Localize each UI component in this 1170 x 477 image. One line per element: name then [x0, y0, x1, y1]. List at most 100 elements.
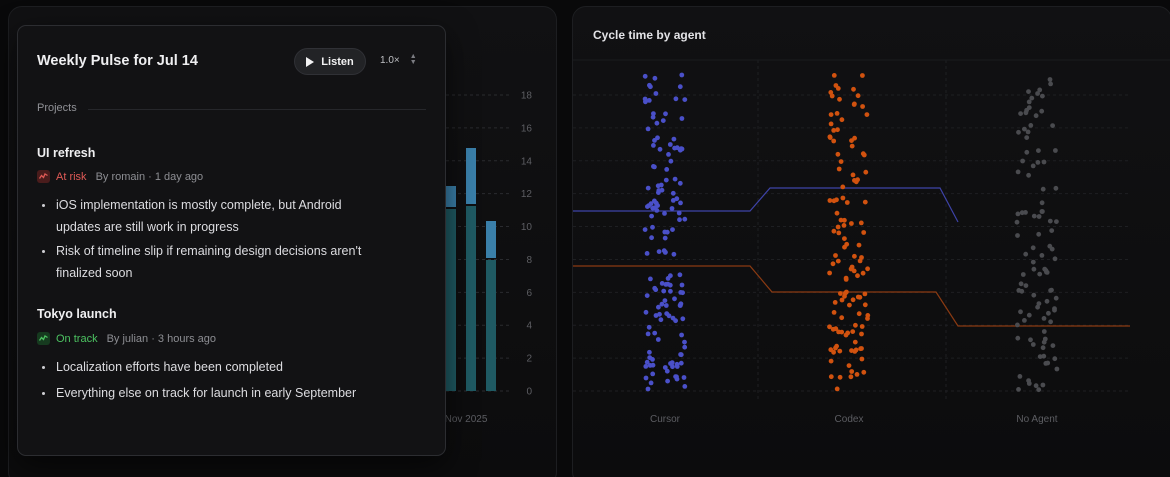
cursor-data-point [664, 167, 670, 172]
codex-data-point [833, 326, 839, 332]
no-agent-data-point [1022, 126, 1027, 132]
codex-data-point [839, 297, 845, 303]
cursor-data-point [674, 361, 680, 367]
cursor-data-point [643, 364, 649, 369]
bar-x-label: Nov 2025 [445, 414, 488, 425]
no-agent-data-point [1024, 149, 1030, 155]
codex-data-point [859, 331, 864, 337]
codex-data-point [834, 111, 840, 116]
no-agent-data-point [1026, 172, 1031, 178]
codex-data-point [842, 236, 847, 242]
cursor-data-point [678, 303, 683, 308]
cursor-data-point [663, 303, 669, 308]
no-agent-data-point [1016, 387, 1021, 392]
cursor-data-point [682, 97, 688, 102]
playback-speed-select[interactable]: 1.0× ▲ ▼ [380, 53, 417, 66]
cursor-data-point [682, 216, 688, 222]
projects-section-label: Projects [37, 102, 77, 114]
codex-data-point [856, 311, 862, 317]
no-agent-data-point [1037, 354, 1043, 359]
codex-data-point [840, 184, 846, 190]
bar-segment [466, 148, 476, 204]
codex-data-point [836, 166, 842, 172]
status-badge: On track [56, 332, 98, 345]
no-agent-data-point [1037, 271, 1043, 277]
project-status-row: At risk By romain · 1 day ago [37, 170, 203, 183]
codex-data-point [828, 374, 834, 380]
cursor-data-point [647, 349, 652, 355]
no-agent-data-point [1041, 159, 1047, 165]
cursor-data-point [662, 365, 668, 370]
codex-data-point [841, 223, 847, 228]
cursor-data-point [650, 357, 655, 362]
bar-segment [446, 209, 456, 391]
no-agent-data-point [1035, 91, 1040, 96]
no-agent-data-point [1026, 99, 1032, 105]
codex-data-point [831, 138, 837, 144]
cursor-data-point [680, 316, 686, 322]
no-agent-data-point [1031, 266, 1037, 272]
cursor-data-point [650, 114, 656, 120]
no-agent-data-point [1040, 93, 1045, 99]
no-agent-data-point [1028, 337, 1033, 343]
project-status-row: On track By julian · 3 hours ago [37, 332, 216, 345]
codex-data-point [840, 195, 846, 201]
no-agent-data-point [1030, 163, 1036, 169]
no-agent-data-point [1016, 288, 1022, 293]
status-badge: At risk [56, 170, 87, 183]
y-tick-label: 6 [526, 288, 532, 299]
cursor-data-point [649, 213, 654, 219]
project-title-ui-refresh[interactable]: UI refresh [37, 146, 96, 160]
cursor-data-point [662, 211, 667, 216]
no-agent-data-point [1052, 356, 1058, 362]
codex-data-point [827, 134, 833, 140]
no-agent-data-point [1020, 272, 1026, 277]
cursor-data-point [677, 217, 682, 223]
no-agent-data-point [1048, 319, 1053, 325]
cursor-data-point [668, 288, 673, 294]
no-agent-data-point [1042, 336, 1048, 342]
weekly-pulse-card: Weekly Pulse for Jul 14 Listen 1.0× ▲ ▼ P… [17, 25, 446, 456]
project-title-tokyo-launch[interactable]: Tokyo launch [37, 307, 117, 321]
playback-speed-value: 1.0× [380, 54, 400, 66]
codex-data-point [838, 291, 843, 296]
cursor-data-point [678, 200, 683, 206]
cursor-data-point [678, 352, 684, 358]
no-agent-data-point [1041, 316, 1047, 321]
cycle-time-title: Cycle time by agent [593, 28, 706, 42]
cursor-data-point [652, 164, 657, 170]
cursor-data-point [665, 378, 670, 384]
codex-data-point [863, 169, 869, 175]
cursor-data-point [679, 116, 685, 121]
cursor-data-point [652, 75, 658, 81]
listen-button[interactable]: Listen [294, 48, 366, 75]
codex-data-point [831, 310, 837, 315]
cursor-data-point [666, 152, 671, 157]
bar-segment [446, 186, 456, 207]
cursor-data-point [659, 301, 665, 307]
y-tick-label: 10 [521, 222, 533, 233]
cursor-data-point [678, 290, 684, 295]
no-agent-data-point [1036, 231, 1042, 237]
no-agent-data-point [1040, 186, 1046, 192]
y-tick-label: 0 [526, 387, 532, 398]
codex-data-point [831, 73, 837, 78]
no-agent-data-point [1037, 87, 1043, 93]
no-agent-data-point [1041, 353, 1047, 359]
no-agent-data-point [1031, 292, 1037, 298]
cursor-data-point [676, 210, 682, 216]
no-agent-data-point [1036, 148, 1041, 154]
codex-data-point [844, 200, 850, 205]
codex-data-point [861, 152, 867, 158]
codex-data-point [849, 264, 855, 270]
codex-data-point [859, 255, 864, 260]
codex-data-point [834, 210, 840, 216]
no-agent-data-point [1015, 335, 1021, 341]
cursor-data-point [650, 224, 655, 230]
codex-data-point [837, 348, 843, 354]
list-item: Risk of timeline slip if remaining desig… [42, 240, 382, 284]
cursor-data-point [645, 185, 651, 191]
no-agent-data-point [1054, 219, 1059, 225]
codex-data-point [837, 374, 843, 380]
no-agent-data-point [1039, 209, 1045, 214]
